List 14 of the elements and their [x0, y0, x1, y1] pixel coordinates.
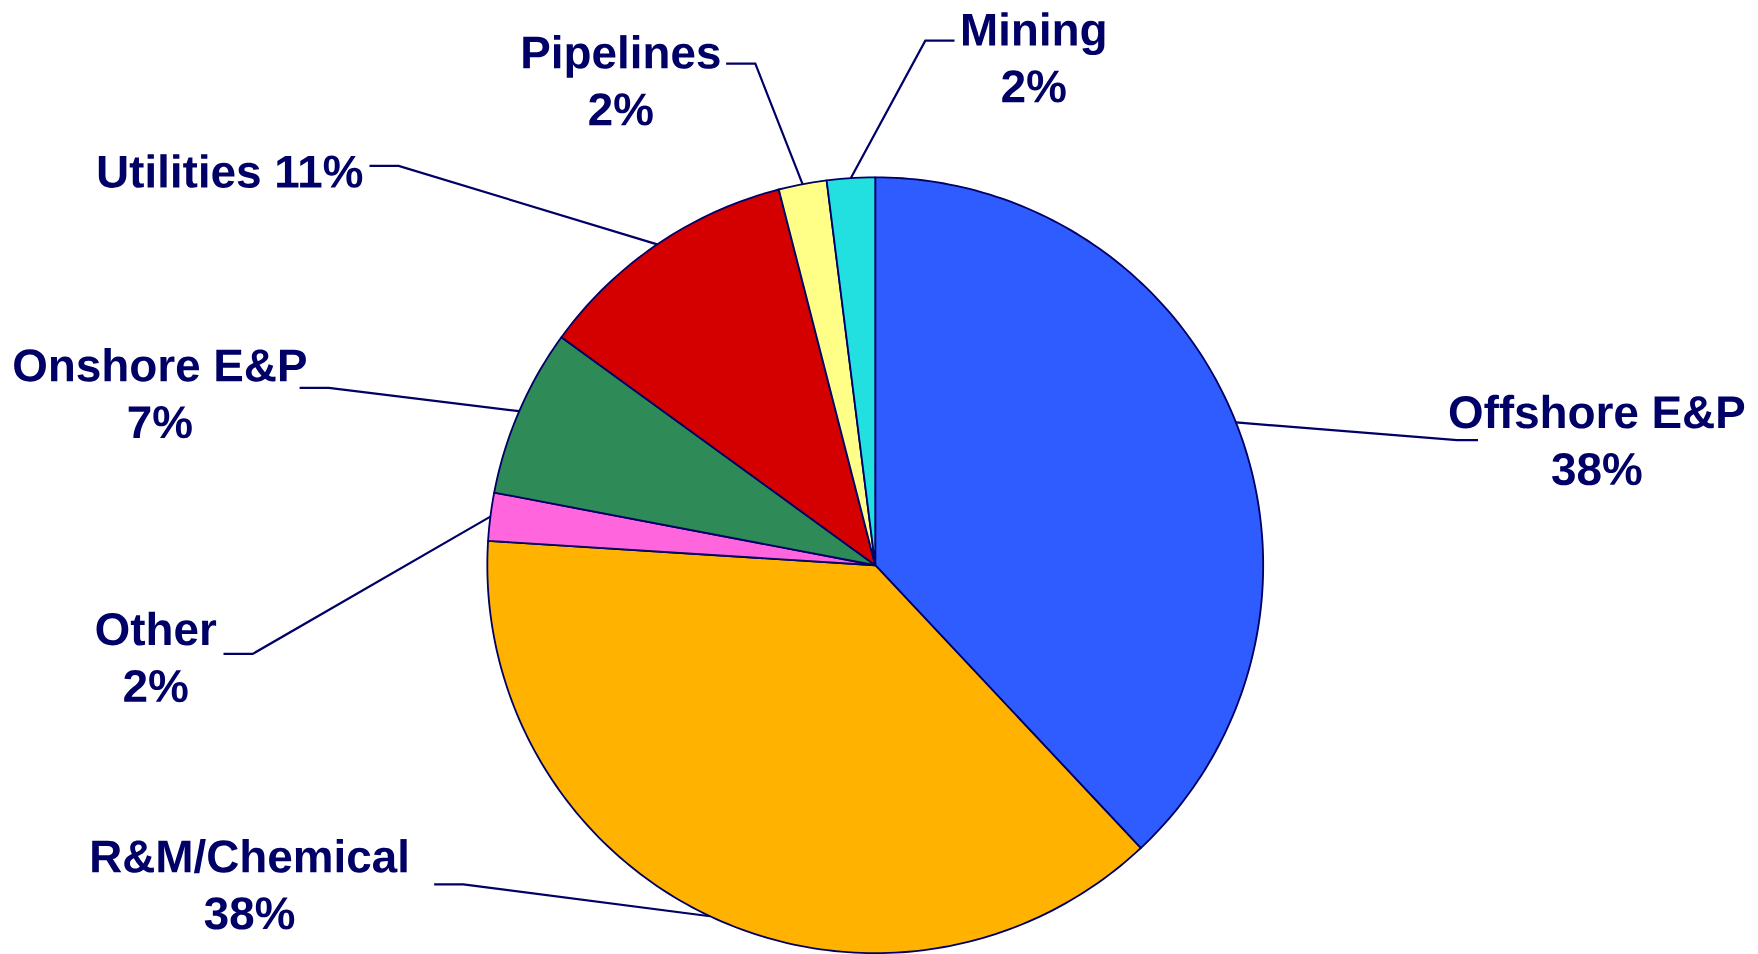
data-label: 2% — [124, 669, 188, 703]
data-label: 38% — [204, 897, 295, 930]
slice-label: R&M/Chemical — [92, 839, 407, 874]
slice-label: Utilities — [98, 154, 260, 188]
data-label: 7% — [128, 406, 192, 439]
data-label: 2% — [1002, 70, 1066, 103]
data-label: 38% — [1552, 452, 1642, 486]
slice-label: Other — [96, 611, 217, 646]
slice-label: Offshore E&P — [1449, 394, 1745, 429]
data-label: 2% — [589, 93, 653, 126]
data-label: 11% — [277, 155, 363, 188]
slice-label: Mining — [963, 12, 1105, 56]
slice-label: Onshore E&P — [14, 347, 306, 382]
slice-label: Pipelines — [523, 35, 720, 78]
